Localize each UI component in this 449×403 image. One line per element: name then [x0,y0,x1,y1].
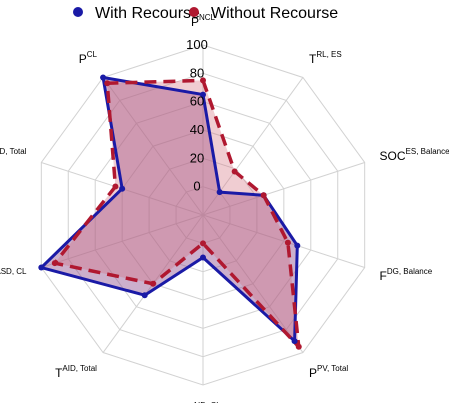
axis-label: PPV, Total [309,364,348,380]
radial-tick-label: 100 [186,37,208,52]
axis-label-superscript: CL [87,50,98,59]
grid-spoke [202,214,304,353]
radial-tick-label: 0 [193,179,200,194]
data-point-without-recourse [112,183,119,190]
axis-label-superscript: ES, Balance [406,147,449,156]
axis-label-superscript: RL, ES [316,50,341,59]
axis-label: TASD, CL [0,267,27,283]
data-point-without-recourse [150,280,157,287]
axis-label-superscript: ASD, CL [0,267,27,276]
series-line-without-recourse [53,78,301,349]
data-point-with-recourse [291,338,298,345]
axis-label: FDG, Balance [380,267,433,283]
axis-label-superscript: DG, Balance [387,267,433,276]
data-point-without-recourse [200,77,206,84]
axis-label-main: T [309,52,317,66]
data-point-with-recourse [38,264,45,271]
radial-tick-label: 40 [190,122,204,137]
radial-tick-label: 60 [190,94,204,109]
legend-marker [189,7,199,17]
axis-label: SOCES, Balance [380,147,449,163]
axis-label-main: F [380,269,387,283]
data-point-with-recourse [294,242,301,249]
data-point-without-recourse [104,80,111,87]
legend-label: Without Recourse [211,5,338,22]
data-point-with-recourse [216,189,223,196]
legend-item-with-recourse: With Recourse [73,5,200,22]
radial-tick-label: 80 [190,65,204,80]
data-point-without-recourse [260,192,267,199]
data-point-with-recourse [200,254,206,261]
data-point-without-recourse [200,240,206,247]
axis-label-main: P [309,366,317,380]
axis-label-main: T [55,366,63,380]
grid-spoke [102,77,204,216]
data-point-without-recourse [231,168,238,175]
data-point-with-recourse [100,74,107,81]
radial-tick-label: 20 [190,150,204,165]
grid-spoke [202,161,365,216]
axis-label-superscript: ASD, Total [0,147,27,156]
legend-marker [73,7,83,17]
axis-label: PCL [79,50,98,66]
legend: With Recourse Without Recourse [73,5,338,22]
legend-label: With Recourse [95,5,200,22]
axis-label-superscript: AID, Total [62,364,97,373]
grid-spoke [41,214,204,269]
axis-label-superscript: AID, CL [193,401,222,403]
grid-spoke [202,214,365,269]
data-point-with-recourse [119,185,126,192]
axis-label-superscript: NCL [199,13,216,22]
axis-label-superscript: PV, Total [317,364,348,373]
data-point-with-recourse [141,292,148,299]
axis-label: TAID, CL [185,401,221,403]
axis-label-main: SOC [380,149,406,163]
legend-item-without-recourse: Without Recourse [189,5,338,22]
axis-label: TASD, Total [0,147,27,163]
axis-label: TAID, Total [55,364,97,380]
radial-ticks: 0 20 40 60 80 100 [186,37,208,194]
data-point-without-recourse [295,343,302,350]
data-point-with-recourse [200,91,206,98]
data-point-without-recourse [51,260,58,267]
axis-label-main: P [79,52,87,66]
axis-label-main: P [191,15,199,29]
data-point-without-recourse [284,239,291,246]
axis-label: TRL, ES [309,50,342,66]
series-layer [38,74,302,350]
axis-label: PNCL [191,13,216,29]
